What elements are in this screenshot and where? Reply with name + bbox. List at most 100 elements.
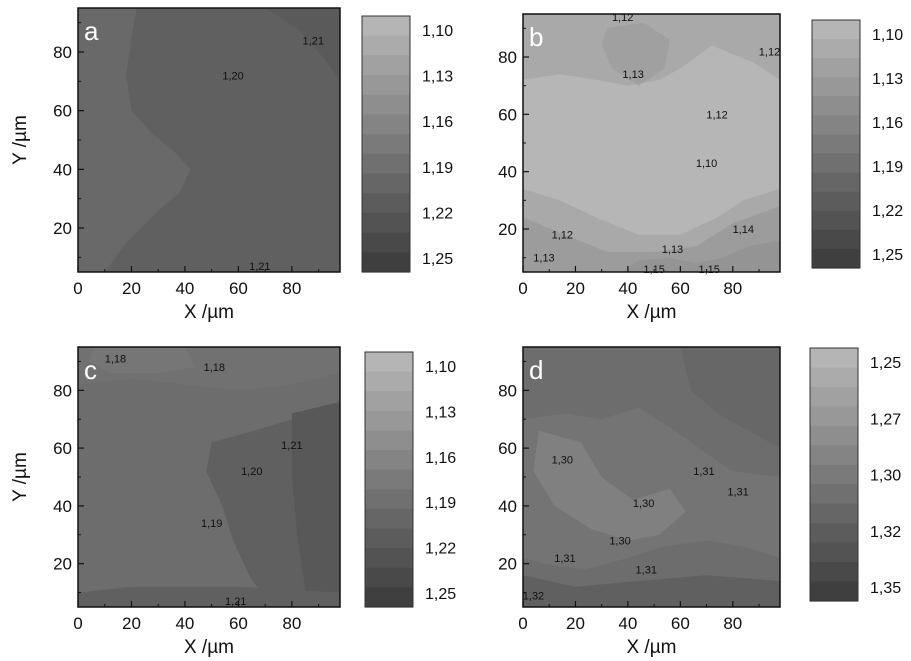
contour-label: 1,21	[249, 261, 270, 273]
colorbar-band	[362, 212, 410, 234]
colorbar-tick-label: 1,16	[425, 450, 456, 467]
y-tick-label: 20	[498, 555, 517, 574]
contour-label: 1,21	[225, 596, 246, 608]
x-tick-label: 40	[175, 614, 194, 633]
x-tick-label: 20	[566, 279, 585, 298]
colorbar-band	[810, 464, 858, 485]
contour-label: 1,12	[552, 230, 573, 242]
y-tick-label: 20	[498, 220, 517, 239]
y-tick-label: 40	[498, 163, 517, 182]
colorbar-tick-label: 1,10	[872, 27, 903, 44]
colorbar-band	[810, 406, 858, 427]
contour-label: 1,19	[201, 518, 222, 530]
colorbar-frame	[809, 347, 859, 602]
colorbar-band	[810, 348, 858, 369]
colorbar-band	[812, 77, 860, 97]
heatmap-region	[622, 240, 780, 272]
y-tick-label: 20	[53, 555, 72, 574]
colorbar-frame	[364, 351, 414, 608]
colorbar-band	[365, 567, 413, 588]
contour-label: 1,31	[693, 466, 714, 478]
panel-label: b	[529, 22, 543, 52]
x-axis-label: X /µm	[184, 637, 234, 658]
heatmap-region	[88, 347, 196, 373]
colorbar-tick-label: 1,25	[425, 586, 456, 603]
heatmap-regions	[523, 347, 780, 607]
colorbar-band	[365, 469, 413, 490]
colorbar-band	[362, 16, 410, 37]
contour-label: 1,30	[552, 455, 573, 467]
colorbar-tick-label: 1,19	[422, 160, 453, 177]
colorbar-tick-label: 1,35	[870, 580, 901, 597]
panel-label: c	[84, 355, 97, 385]
contour-label: 1,13	[533, 253, 554, 265]
colorbar-band	[812, 153, 860, 174]
x-tick-label: 40	[175, 279, 194, 298]
x-tick-label: 0	[73, 614, 82, 633]
heatmap-region	[78, 586, 340, 607]
colorbar-tick-label: 1,32	[870, 524, 901, 541]
y-axis-label: Y /µm	[10, 115, 31, 165]
colorbar-band	[812, 58, 860, 78]
heatmap-region	[523, 206, 780, 272]
colorbar-band	[365, 352, 413, 373]
colorbar-tick-label: 1,10	[425, 359, 456, 376]
panel-a: a 0 20 40 60 80 20 40 60 80 X /µm Y /µm 1,21 1,20 1,21…	[10, 7, 453, 323]
colorbar-band	[365, 489, 413, 510]
contour-label: 1,20	[222, 70, 243, 82]
contour-label: 1,21	[281, 440, 302, 452]
colorbar-band	[365, 430, 413, 451]
colorbar-band	[812, 20, 860, 40]
colorbar-tick-label: 1,22	[422, 205, 453, 222]
x-tick-label: 60	[229, 614, 248, 633]
colorbar-tick-label: 1,22	[425, 541, 456, 558]
y-tick-label: 20	[53, 219, 72, 238]
colorbar-band	[810, 386, 858, 407]
colorbar-band	[362, 134, 410, 155]
colorbar-band	[810, 581, 858, 602]
colorbar-band	[812, 191, 860, 212]
x-tick-label: 0	[518, 279, 527, 298]
contour-label: 1,31	[554, 553, 575, 565]
colorbar-tick-label: 1,22	[872, 203, 903, 220]
heatmap-region	[78, 8, 191, 272]
heatmap-region	[523, 407, 780, 570]
colorbar-band	[362, 173, 410, 194]
y-axis-label: Y /µm	[10, 452, 31, 502]
colorbar: 1,25 1,27 1,30 1,32 1,35	[809, 347, 901, 602]
x-tick-label: 20	[122, 614, 141, 633]
y-tick-label: 80	[53, 381, 72, 400]
y-tick-label: 80	[498, 381, 517, 400]
y-tick-label: 60	[53, 102, 72, 121]
x-tick-label: 80	[282, 614, 301, 633]
contour-label: 1,32	[523, 590, 544, 602]
heatmap-region	[680, 347, 780, 449]
contour-label: 1,12	[612, 12, 633, 24]
x-axis-label: X /µm	[184, 302, 234, 323]
heatmap-region	[523, 575, 780, 607]
colorbar-tick-label: 1,19	[425, 495, 456, 512]
panel-label: d	[529, 355, 543, 385]
contour-label: 1,18	[105, 354, 126, 366]
colorbar-band	[362, 55, 410, 76]
contour-label: 1,20	[241, 466, 262, 478]
colorbar-band	[362, 252, 410, 273]
panel-label: a	[84, 16, 99, 46]
y-tick-label: 40	[498, 497, 517, 516]
x-tick-label: 0	[73, 279, 82, 298]
contour-label: 1,14	[733, 224, 754, 236]
x-tick-label: 80	[723, 279, 742, 298]
contour-label: 1,13	[662, 244, 683, 256]
colorbar-tick-label: 1,25	[872, 247, 903, 264]
colorbar-band	[812, 172, 860, 193]
colorbar-band	[362, 94, 410, 116]
heatmap-regions	[523, 14, 780, 272]
colorbar-tick-label: 1,16	[422, 114, 453, 131]
colorbar-band	[365, 548, 413, 569]
colorbar-band	[362, 193, 410, 214]
x-tick-label: 80	[723, 614, 742, 633]
colorbar-band	[365, 508, 413, 530]
colorbar-band	[812, 248, 860, 269]
x-tick-label: 60	[671, 614, 690, 633]
colorbar-tick-label: 1,30	[870, 468, 901, 485]
